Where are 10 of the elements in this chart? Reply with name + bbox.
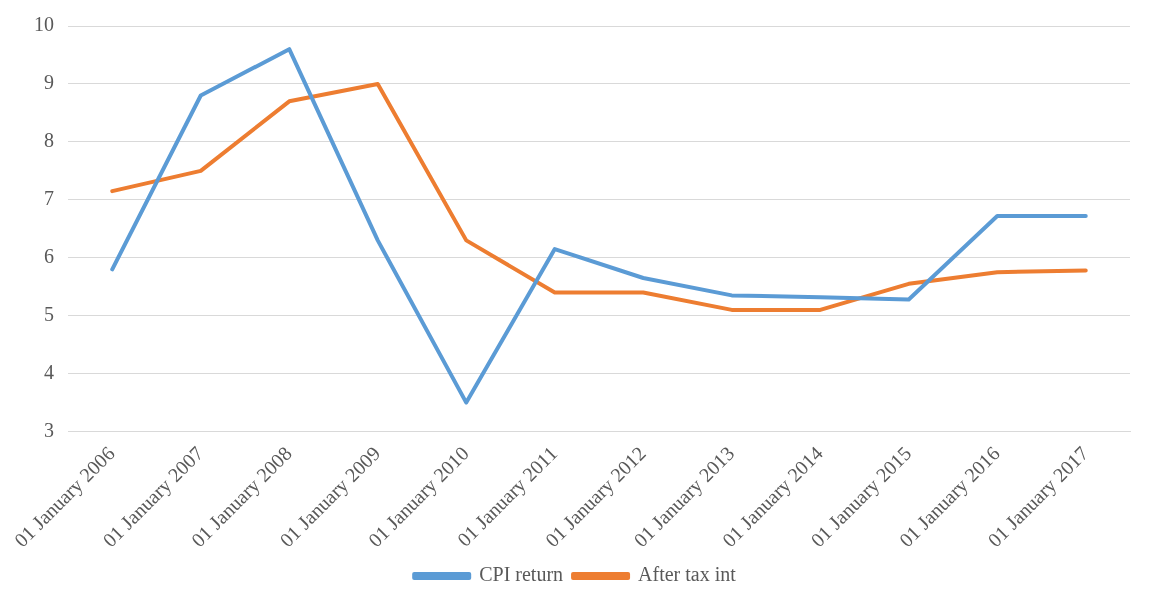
- y-tick-label: 5: [44, 302, 54, 325]
- y-tick-label: 7: [44, 187, 54, 210]
- y-tick-label: 8: [44, 129, 54, 152]
- legend-label: CPI return: [479, 563, 564, 586]
- legend-label: After tax int: [638, 563, 737, 586]
- y-tick-label: 4: [44, 360, 54, 383]
- y-tick-label: 10: [34, 13, 54, 36]
- y-tick-label: 9: [44, 71, 54, 94]
- y-tick-label: 6: [44, 244, 54, 267]
- y-tick-label: 3: [44, 418, 54, 441]
